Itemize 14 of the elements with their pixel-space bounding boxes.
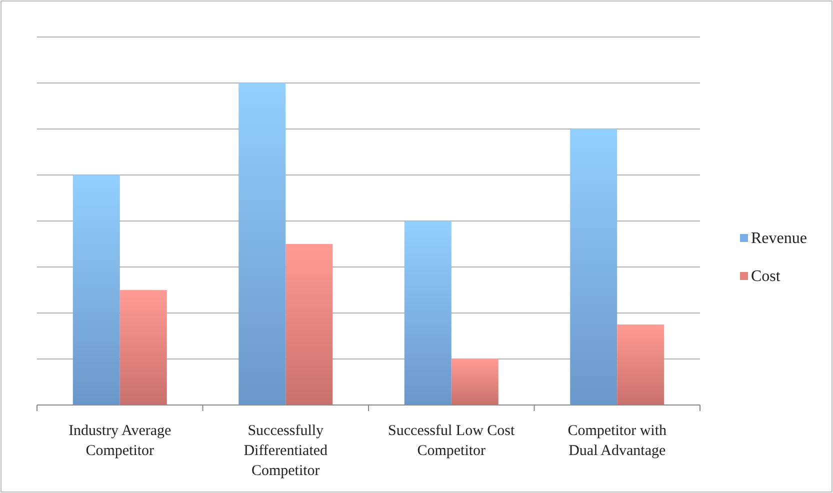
bar bbox=[72, 175, 120, 405]
bar bbox=[286, 244, 333, 405]
x-tick-label: Successful Low Cost Competitor bbox=[388, 423, 516, 459]
bar bbox=[404, 221, 452, 405]
x-tick-label: Competitor with Dual Advantage bbox=[568, 423, 667, 459]
bar bbox=[617, 324, 664, 405]
x-tick-label: Industry Average Competitor bbox=[68, 423, 172, 459]
x-tick-label: Successfully Differentiated Competitor bbox=[244, 423, 328, 479]
bar bbox=[451, 358, 498, 405]
legend-label: Revenue bbox=[751, 230, 807, 247]
bar bbox=[120, 290, 167, 405]
bar bbox=[238, 83, 286, 405]
legend-label: Cost bbox=[751, 268, 781, 285]
bar bbox=[570, 129, 618, 405]
